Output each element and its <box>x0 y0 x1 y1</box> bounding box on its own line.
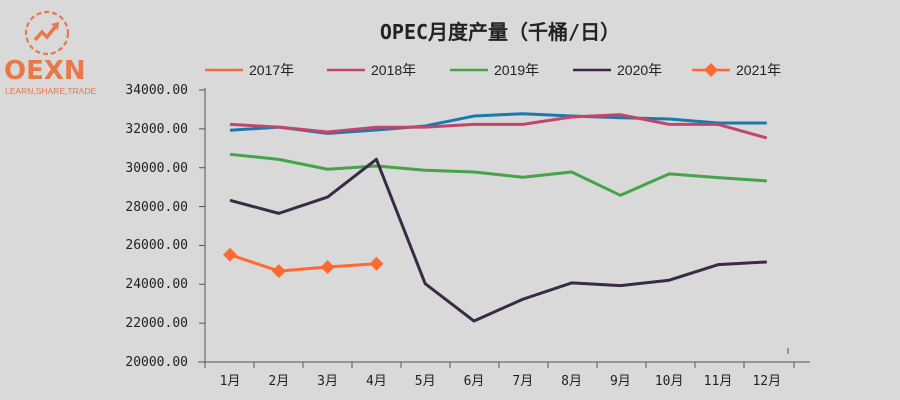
x-tick-label: 9月 <box>609 374 631 389</box>
x-tick-label: 5月 <box>414 374 436 389</box>
y-tick-label: 32000.00 <box>125 121 188 137</box>
series-line <box>229 157 767 323</box>
logo-tagline: LEARN,SHARE,TRADE <box>5 86 97 96</box>
y-tick-label: 30000.00 <box>125 160 188 176</box>
x-tick-label: 7月 <box>512 374 534 389</box>
x-tick-label: 2月 <box>268 374 290 389</box>
logo-name: OEXN <box>4 56 86 86</box>
tick-marks <box>199 89 795 368</box>
logo-graphic <box>24 10 70 56</box>
series-2018年 <box>229 113 768 140</box>
legend-swatches <box>205 63 730 77</box>
arrow-head-icon <box>51 22 59 30</box>
y-tick-label: 24000.00 <box>125 277 188 293</box>
legend-label: 2017年 <box>249 62 295 78</box>
x-tick-label: 11月 <box>703 374 733 389</box>
data-point-marker <box>369 256 384 271</box>
logo-circle-icon <box>24 10 70 56</box>
x-tick-label: 8月 <box>561 374 582 389</box>
trend-arrow-icon <box>33 24 58 42</box>
y-tick-label: 22000.00 <box>125 316 188 332</box>
legend-diamond-icon <box>704 63 718 77</box>
y-tick-label: 26000.00 <box>125 238 188 254</box>
series-line <box>229 152 767 197</box>
series-2021年 <box>223 247 384 279</box>
chart-title: OPEC月度产量（千桶/日） <box>379 20 621 44</box>
x-tick-label: 12月 <box>752 374 782 389</box>
legend-label: 2019年 <box>494 62 540 78</box>
legend-label: 2021年 <box>736 62 782 78</box>
x-tick-label: 4月 <box>365 374 387 389</box>
series-line <box>229 253 377 273</box>
data-point-marker <box>271 264 286 279</box>
x-tick-label: 6月 <box>463 374 485 389</box>
series-2019年 <box>229 152 767 197</box>
legend-label: 2020年 <box>617 62 663 78</box>
y-tick-label: 34000.00 <box>125 83 188 98</box>
series-group <box>223 112 768 323</box>
y-tick-label: 28000.00 <box>125 199 188 215</box>
x-tick-label: 1月 <box>219 374 241 389</box>
data-point-marker <box>320 259 335 274</box>
y-tick-label: 20000.00 <box>125 355 188 370</box>
data-point-marker <box>223 247 237 262</box>
series-line <box>229 113 768 140</box>
series-2020年 <box>229 157 767 323</box>
x-tick-label: 3月 <box>317 374 338 389</box>
x-tick-label: 10月 <box>654 374 684 389</box>
legend-label: 2018年 <box>371 62 417 78</box>
